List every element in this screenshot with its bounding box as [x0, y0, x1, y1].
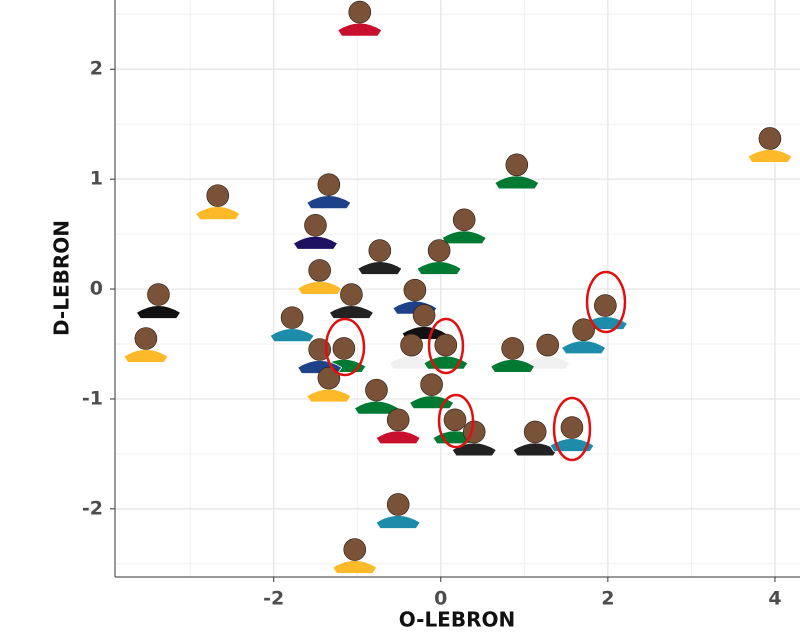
player-head — [434, 333, 458, 357]
highlight-ring — [427, 317, 465, 375]
player-head — [365, 378, 388, 402]
player-head — [386, 408, 410, 432]
y-axis-title: D-LEBRON — [50, 220, 74, 336]
player-head — [332, 337, 356, 360]
x-tick-label: 2 — [601, 588, 614, 610]
jersey — [195, 206, 241, 221]
highlight-rings — [324, 270, 627, 462]
jersey — [357, 261, 403, 275]
highlight-ring — [324, 317, 366, 377]
player-head — [443, 408, 467, 432]
player-head — [594, 294, 617, 317]
points — [123, 0, 793, 574]
player-head — [403, 278, 427, 302]
player-head — [134, 327, 158, 350]
jersey — [416, 261, 462, 275]
player-head — [317, 173, 341, 196]
jersey — [375, 515, 421, 529]
y-tick-label: -2 — [82, 497, 103, 519]
player-head — [427, 239, 451, 262]
player-head — [560, 416, 584, 439]
y-tick-label: 0 — [90, 278, 103, 300]
player-head — [523, 420, 547, 444]
player-head — [420, 373, 443, 396]
player-head — [400, 333, 423, 357]
jersey — [135, 305, 181, 319]
player-head — [501, 337, 524, 360]
player-head — [317, 366, 341, 390]
player-head — [386, 493, 410, 516]
x-axis-title: O-LEBRON — [399, 608, 515, 632]
player-head — [343, 538, 367, 561]
jersey — [441, 230, 487, 245]
jersey — [490, 358, 536, 373]
player-head — [280, 306, 304, 329]
player-head — [452, 208, 476, 232]
player-head — [572, 318, 595, 342]
player-head — [505, 153, 529, 177]
x-tick-label: -2 — [263, 588, 284, 610]
jersey — [494, 175, 540, 190]
highlight-ring — [552, 396, 592, 462]
x-tick-label: 4 — [768, 588, 781, 610]
player-head — [206, 184, 230, 207]
x-tick-label: 0 — [434, 588, 447, 610]
jersey — [375, 430, 421, 445]
jersey — [525, 355, 571, 370]
player-head — [147, 283, 170, 306]
grid — [115, 0, 800, 577]
player-head — [304, 214, 327, 237]
player-head — [536, 333, 560, 357]
player-head — [348, 0, 372, 24]
y-tick-label: -1 — [82, 387, 103, 409]
player-head — [368, 239, 392, 262]
jersey — [292, 235, 339, 250]
jersey — [747, 149, 793, 163]
jersey — [306, 195, 352, 210]
y-tick-label: 2 — [90, 58, 103, 80]
jersey — [451, 442, 497, 457]
highlight-ring — [585, 270, 627, 334]
player-head — [340, 283, 363, 306]
y-tick-label: 1 — [90, 168, 103, 190]
jersey — [297, 280, 343, 295]
jersey — [561, 340, 607, 355]
jersey — [337, 22, 383, 37]
jersey — [269, 328, 315, 343]
jersey — [123, 349, 169, 363]
jersey — [306, 388, 352, 403]
jersey — [332, 560, 378, 574]
player-head — [758, 127, 782, 150]
highlight-ring — [437, 393, 475, 449]
jersey — [512, 442, 558, 457]
player-head — [308, 259, 331, 282]
jersey — [328, 305, 374, 319]
player-head — [412, 304, 436, 327]
